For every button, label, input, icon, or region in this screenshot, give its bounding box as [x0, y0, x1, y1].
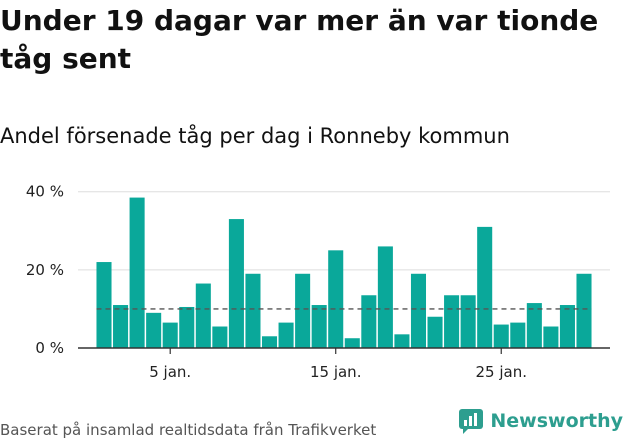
x-tick-label: 5 jan.: [149, 363, 191, 381]
bar: [543, 326, 559, 348]
bar: [444, 295, 460, 348]
bar: [427, 316, 443, 348]
bar: [162, 322, 178, 348]
bar: [328, 250, 344, 348]
bar: [526, 303, 542, 348]
bar: [410, 273, 427, 348]
chart-title: Under 19 dagar var mer än var tionde tåg…: [0, 4, 599, 75]
bar: [261, 336, 278, 348]
y-tick-label: 40 %: [26, 183, 64, 201]
y-tick-label: 20 %: [26, 261, 64, 279]
bar: [129, 197, 145, 348]
brand-logo: Newsworthy: [458, 408, 623, 434]
bar: [477, 226, 493, 348]
bar: [195, 283, 211, 348]
bar: [576, 273, 592, 348]
bar: [295, 273, 311, 348]
bar: [212, 326, 228, 348]
bar: [278, 322, 294, 348]
bar: [394, 334, 410, 348]
x-tick-label: 15 jan.: [310, 363, 362, 381]
brand-name: Newsworthy: [490, 410, 623, 432]
bar-chart: 0 % 20 % 40 % 5 jan. 15 jan. 25 jan.: [26, 183, 610, 381]
bar: [96, 262, 112, 348]
bar: [377, 246, 393, 348]
bar: [179, 306, 195, 348]
bar: [510, 322, 526, 348]
bar: [344, 338, 360, 348]
bar: [559, 305, 575, 348]
bar: [113, 305, 129, 348]
bar: [228, 219, 244, 348]
bar: [245, 273, 261, 348]
y-tick-label: 0 %: [35, 339, 64, 357]
chart-subtitle: Andel försenade tåg per dag i Ronneby ko…: [0, 124, 510, 148]
bar: [460, 295, 476, 348]
source-note: Baserat på insamlad realtidsdata från Tr…: [0, 421, 377, 439]
bar: [361, 295, 377, 348]
bar: [493, 324, 509, 348]
bar: [311, 305, 327, 348]
x-tick-label: 25 jan.: [475, 363, 527, 381]
bar: [146, 312, 162, 348]
newsworthy-icon: [459, 409, 484, 434]
